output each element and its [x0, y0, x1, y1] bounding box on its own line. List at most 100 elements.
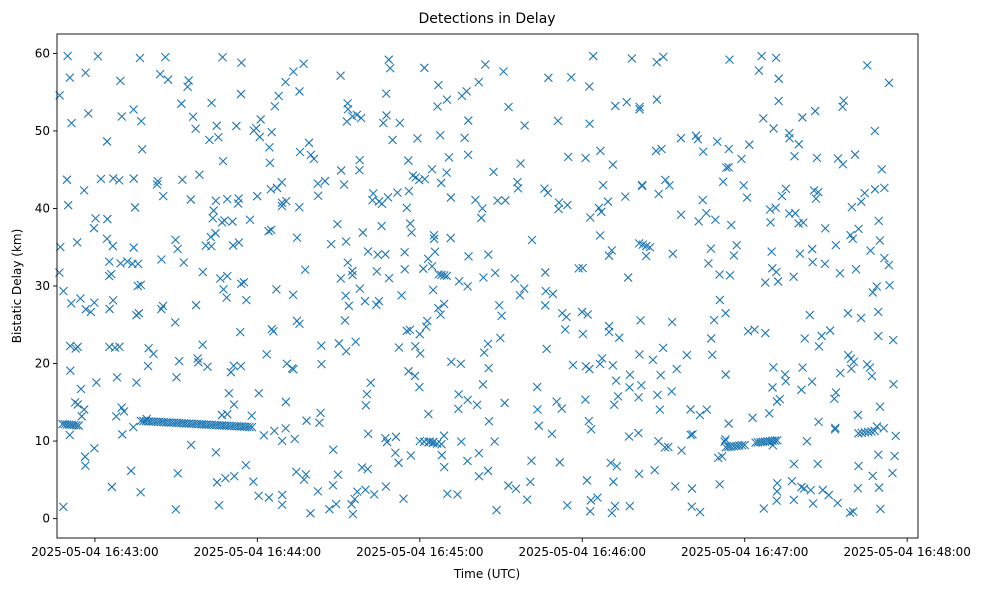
point-222: [802, 436, 812, 446]
point-526: [695, 507, 705, 517]
point-622: [607, 246, 617, 255]
point-593: [405, 325, 415, 335]
point-245: [478, 203, 487, 213]
point-211: [563, 200, 572, 210]
point-162: [594, 203, 604, 213]
point-469: [586, 424, 596, 434]
point-316: [725, 55, 734, 65]
point-43: [274, 91, 284, 101]
point-14: [478, 380, 488, 389]
point-350: [442, 168, 452, 178]
point-356: [234, 238, 244, 247]
point-450: [884, 260, 894, 270]
point-598: [807, 244, 817, 254]
point-484: [313, 486, 323, 496]
point-660: [830, 424, 840, 434]
point-93: [706, 334, 716, 343]
point-467: [383, 193, 393, 202]
point-18: [586, 495, 596, 505]
point-541: [176, 99, 186, 109]
point-609: [395, 118, 405, 128]
point-411: [171, 235, 180, 245]
point-317: [410, 341, 420, 351]
point-298: [219, 285, 228, 294]
point-173: [495, 333, 505, 343]
point-786: [645, 242, 655, 252]
point-127: [198, 340, 208, 350]
point-584: [831, 388, 841, 397]
point-386: [890, 451, 899, 461]
point-640: [637, 181, 647, 191]
point-575: [604, 321, 614, 331]
point-468: [400, 247, 410, 257]
point-137: [391, 432, 401, 442]
point-158: [612, 461, 622, 471]
point-330: [694, 217, 704, 226]
point-297: [760, 328, 770, 338]
point-434: [650, 465, 660, 475]
point-371: [810, 106, 820, 116]
point-482: [784, 209, 794, 218]
point-301: [317, 359, 326, 369]
point-221: [422, 316, 432, 326]
point-72: [265, 158, 275, 168]
point-563: [578, 329, 588, 339]
point-789: [439, 271, 449, 280]
point-284: [798, 113, 807, 122]
point-649: [456, 359, 466, 369]
point-310: [663, 442, 673, 452]
point-140: [228, 241, 238, 250]
point-347: [264, 142, 274, 152]
point-209: [772, 478, 782, 488]
point-339: [436, 310, 445, 320]
point-439: [732, 240, 742, 250]
point-118: [583, 310, 593, 319]
point-443: [462, 86, 471, 96]
point-254: [259, 430, 269, 440]
point-616: [847, 202, 857, 212]
point-205: [610, 101, 620, 111]
point-247: [667, 317, 677, 327]
point-343: [404, 186, 414, 196]
point-475: [306, 150, 316, 160]
point-39: [597, 353, 607, 363]
x-axis-ticks: 2025-05-04 16:43:00 2025-05-04 16:44:00 20…: [31, 538, 971, 559]
point-178: [789, 272, 799, 282]
point-161: [676, 133, 686, 143]
point-554: [267, 127, 277, 137]
point-241: [800, 334, 810, 343]
point-507: [721, 308, 730, 318]
point-394: [247, 411, 257, 421]
point-627: [348, 112, 357, 121]
point-455: [402, 326, 412, 336]
point-447: [563, 152, 573, 162]
point-136: [163, 75, 173, 85]
point-379: [304, 138, 314, 148]
point-69: [193, 357, 203, 367]
point-644: [797, 482, 806, 492]
point-318: [222, 194, 232, 204]
point-686: [254, 491, 264, 501]
point-174: [838, 159, 848, 169]
point-570: [130, 203, 140, 212]
point-549: [548, 289, 558, 299]
point-291: [183, 82, 192, 92]
point-171: [237, 58, 246, 68]
point-478: [677, 446, 686, 455]
point-163: [157, 255, 166, 264]
point-37: [108, 241, 118, 251]
point-194: [668, 249, 678, 259]
point-775: [867, 427, 876, 436]
point-110: [532, 382, 542, 392]
point-483: [636, 316, 645, 325]
point-569: [463, 281, 473, 291]
point-458: [373, 250, 383, 260]
point-65: [172, 373, 181, 382]
point-367: [198, 267, 208, 277]
point-514: [814, 341, 824, 351]
point-449: [402, 203, 412, 213]
point-302: [248, 477, 258, 486]
point-626: [634, 469, 644, 479]
point-234: [188, 112, 198, 122]
point-196: [854, 224, 863, 234]
